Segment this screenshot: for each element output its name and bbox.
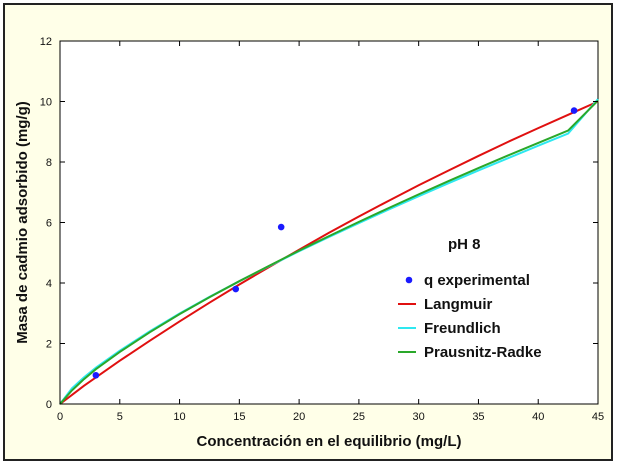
x-tick-label: 5 — [117, 411, 123, 423]
x-axis-title: Concentración en el equilibrio (mg/L) — [196, 433, 461, 450]
legend-label-langmuir: Langmuir — [424, 296, 492, 313]
y-tick-label: 4 — [46, 278, 52, 290]
plot-area — [59, 40, 599, 405]
series-line-prausnitz-radke — [59, 99, 599, 405]
y-tick-label: 0 — [46, 399, 52, 411]
x-tick-label: 0 — [57, 411, 63, 423]
x-tick-label: 15 — [233, 411, 245, 423]
y-axis-title: Masa de cadmio adsorbido (mg/g) — [14, 101, 31, 344]
legend-label-freundlich: Freundlich — [424, 320, 501, 337]
data-point — [232, 285, 240, 293]
x-tick-label: 45 — [592, 411, 604, 423]
x-tick-label: 35 — [472, 411, 484, 423]
legend-label-q-experimental: q experimental — [424, 272, 530, 289]
legend-label-prausnitz-radke: Prausnitz-Radke — [424, 344, 542, 361]
y-tick-label: 12 — [40, 36, 52, 48]
x-tick-label: 30 — [413, 411, 425, 423]
legend-marker-q-experimental — [405, 276, 413, 284]
data-point — [277, 223, 285, 231]
y-tick-label: 8 — [46, 157, 52, 169]
x-tick-label: 25 — [353, 411, 365, 423]
x-tick-label: 20 — [293, 411, 305, 423]
data-point — [92, 371, 100, 379]
x-tick-label: 40 — [532, 411, 544, 423]
x-tick-label: 10 — [173, 411, 185, 423]
y-tick-label: 6 — [46, 218, 52, 230]
y-tick-label: 2 — [46, 339, 52, 351]
data-point — [570, 107, 578, 114]
legend-title: pH 8 — [448, 236, 481, 253]
y-tick-label: 10 — [40, 97, 52, 109]
